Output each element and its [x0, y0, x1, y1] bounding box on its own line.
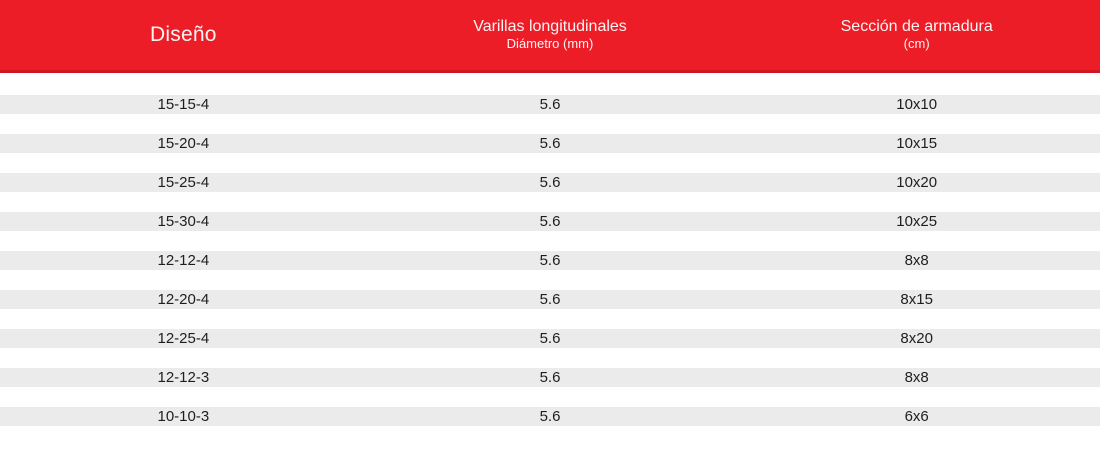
cell-diseno: 12-25-4 [157, 330, 210, 347]
column-header-varillas-label: Varillas longitudinales [473, 17, 627, 35]
cell-seccion: 8x20 [900, 330, 933, 347]
cell-diametro: 5.6 [539, 408, 561, 425]
cell-seccion: 8x8 [904, 252, 929, 269]
cell-seccion: 10x25 [896, 213, 938, 230]
cell-seccion: 6x6 [904, 408, 929, 425]
table-row: 10-10-3 5.6 6x6 [0, 407, 1100, 426]
table-row: 15-30-4 5.6 10x25 [0, 212, 1100, 231]
table-row: 12-12-3 5.6 8x8 [0, 368, 1100, 387]
cell-diseno: 15-20-4 [157, 135, 210, 152]
cell-diseno: 12-20-4 [157, 291, 210, 308]
cell-diametro: 5.6 [539, 96, 561, 113]
table-row: 15-15-4 5.6 10x10 [0, 95, 1100, 114]
column-header-varillas-sublabel: Diámetro (mm) [506, 36, 594, 52]
table-row: 15-20-4 5.6 10x15 [0, 134, 1100, 153]
cell-seccion: 10x10 [896, 96, 938, 113]
table-row: 12-25-4 5.6 8x20 [0, 329, 1100, 348]
column-header-seccion: Sección de armadura (cm) [733, 0, 1100, 70]
cell-diseno: 12-12-3 [157, 369, 210, 386]
cell-diametro: 5.6 [539, 369, 561, 386]
table-row: 12-12-4 5.6 8x8 [0, 251, 1100, 270]
cell-seccion: 8x15 [900, 291, 933, 308]
column-header-diseno-label: Diseño [150, 22, 217, 46]
cell-seccion: 8x8 [904, 369, 929, 386]
cell-diseno: 12-12-4 [157, 252, 210, 269]
cell-diametro: 5.6 [539, 213, 561, 230]
column-header-seccion-sublabel: (cm) [903, 36, 930, 52]
column-header-varillas: Varillas longitudinales Diámetro (mm) [367, 0, 734, 70]
table-row: 12-20-4 5.6 8x15 [0, 290, 1100, 309]
table-row: 15-25-4 5.6 10x20 [0, 173, 1100, 192]
cell-diametro: 5.6 [539, 135, 561, 152]
cell-diametro: 5.6 [539, 291, 561, 308]
cell-diseno: 15-15-4 [157, 96, 210, 113]
cell-seccion: 10x20 [896, 174, 938, 191]
column-header-diseno: Diseño [0, 0, 367, 70]
table-body: 15-15-4 5.6 10x10 15-20-4 5.6 10x15 15-2… [0, 73, 1100, 426]
cell-diametro: 5.6 [539, 330, 561, 347]
cell-diseno: 15-30-4 [157, 213, 210, 230]
column-header-seccion-label: Sección de armadura [840, 17, 993, 35]
cell-diseno: 15-25-4 [157, 174, 210, 191]
cell-seccion: 10x15 [896, 135, 938, 152]
cell-diametro: 5.6 [539, 174, 561, 191]
cell-diseno: 10-10-3 [157, 408, 210, 425]
cell-diametro: 5.6 [539, 252, 561, 269]
table-header-row: Diseño Varillas longitudinales Diámetro … [0, 0, 1100, 73]
